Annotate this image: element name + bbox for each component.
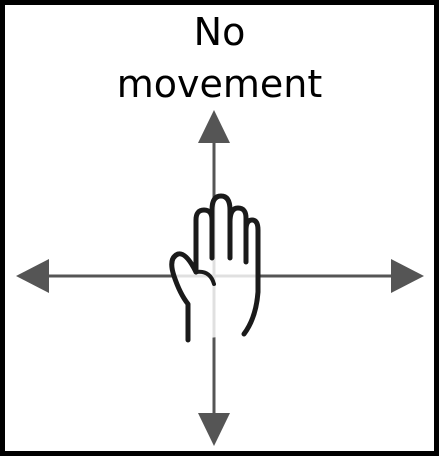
arrow-right-icon (391, 259, 424, 293)
raised-hand-icon (169, 193, 261, 343)
title-line-1: No (193, 10, 246, 54)
arrow-down-icon (198, 413, 230, 446)
arrow-up-icon (198, 110, 230, 143)
title-line-2: movement (116, 62, 323, 106)
diagram-title: No movement (0, 6, 439, 110)
arrow-left-icon (16, 259, 49, 293)
